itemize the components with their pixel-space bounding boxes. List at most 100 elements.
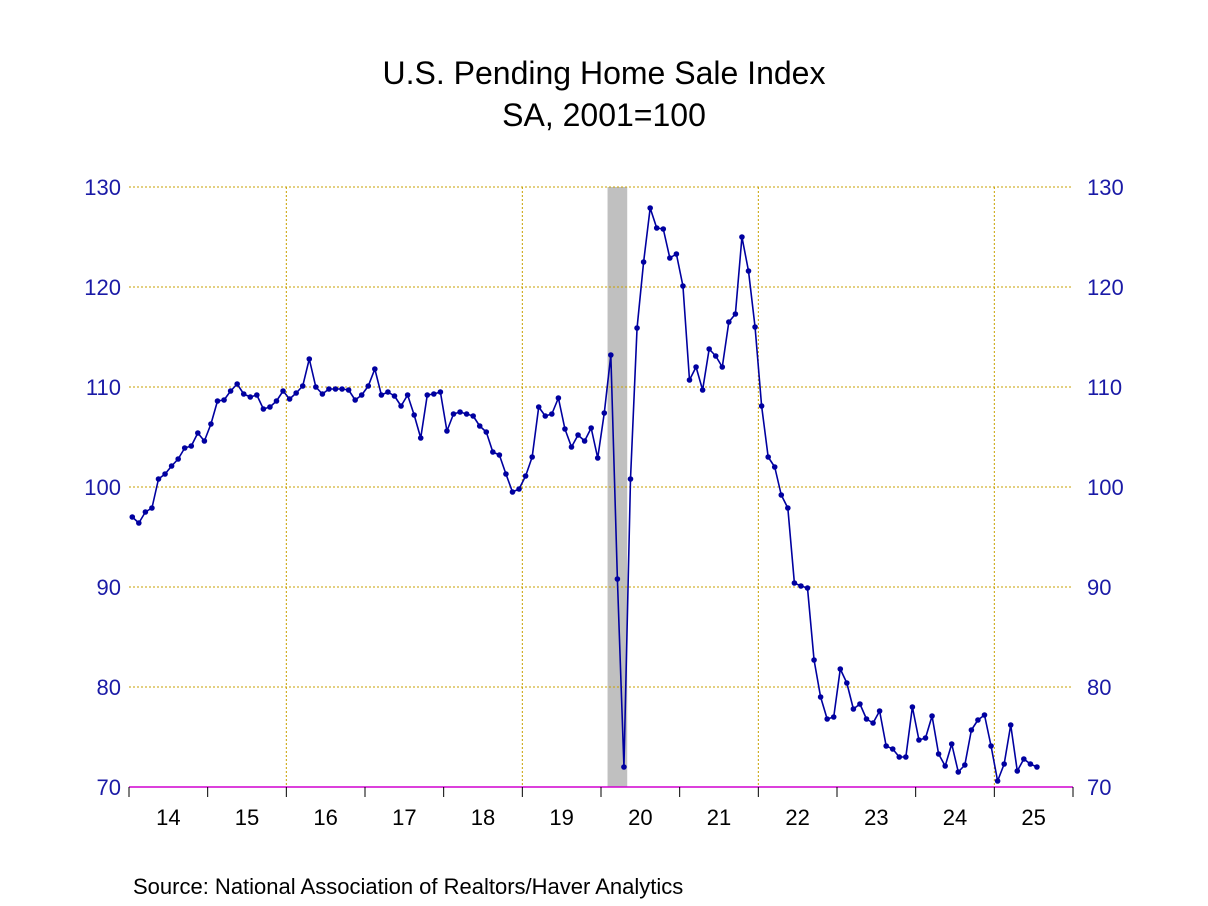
y-tick-label-left: 70 <box>97 775 121 800</box>
data-point <box>332 386 339 392</box>
data-point <box>129 514 136 520</box>
data-point <box>431 391 437 397</box>
x-tick-label: 25 <box>1021 805 1045 830</box>
y-tick-label-right: 80 <box>1087 675 1111 700</box>
data-point <box>168 463 175 469</box>
data-point <box>444 428 450 434</box>
data-point <box>535 404 542 410</box>
data-point <box>273 398 280 404</box>
series-layer <box>129 205 1040 784</box>
data-point <box>542 413 549 419</box>
data-point <box>208 421 214 427</box>
data-point <box>830 714 837 720</box>
data-point <box>608 352 614 358</box>
data-point <box>922 735 929 741</box>
data-point <box>162 471 168 477</box>
data-point <box>811 657 817 663</box>
data-point <box>962 762 968 768</box>
data-point <box>1007 722 1014 728</box>
y-tick-label-left: 100 <box>84 475 121 500</box>
data-point <box>326 386 332 392</box>
axis-layer <box>128 786 1074 797</box>
x-tick-label: 19 <box>549 805 573 830</box>
y-tick-label-left: 120 <box>84 275 121 300</box>
source-note: Source: National Association of Realtors… <box>133 874 683 899</box>
data-point <box>221 397 227 403</box>
y-tick-label-right: 100 <box>1087 475 1124 500</box>
data-point <box>627 476 634 482</box>
data-point <box>267 404 273 410</box>
data-point <box>909 704 916 710</box>
data-point <box>1034 764 1040 770</box>
x-tick-label: 15 <box>235 805 259 830</box>
series-line <box>131 207 1038 782</box>
data-point <box>522 473 529 479</box>
data-point <box>483 429 490 435</box>
data-point <box>883 743 889 749</box>
data-point <box>155 476 162 482</box>
data-point <box>378 392 385 398</box>
x-tick-label: 21 <box>707 805 731 830</box>
data-point <box>424 392 431 398</box>
data-point <box>726 319 732 325</box>
data-point <box>470 413 476 419</box>
y-axis-left-labels: 130 120 110 100 90 80 70 <box>84 175 121 800</box>
data-point <box>293 390 299 396</box>
data-point <box>1021 756 1027 762</box>
data-point <box>581 438 588 444</box>
data-point <box>732 311 739 317</box>
data-point <box>1014 768 1021 774</box>
data-point <box>968 727 975 733</box>
data-point <box>562 426 568 432</box>
data-point <box>391 393 398 399</box>
data-point <box>404 392 411 398</box>
data-point <box>778 492 785 498</box>
data-point <box>306 356 313 362</box>
data-point <box>903 754 909 760</box>
data-point <box>450 411 457 417</box>
x-tick-label: 22 <box>785 805 809 830</box>
data-point <box>640 259 647 265</box>
data-point <box>358 392 365 398</box>
data-point <box>935 751 942 757</box>
grid-layer <box>129 186 1073 787</box>
data-point <box>247 394 254 400</box>
data-point <box>463 411 470 417</box>
data-point <box>286 396 293 402</box>
data-point <box>680 283 686 289</box>
data-point <box>175 456 181 462</box>
data-point <box>994 778 1001 784</box>
data-point <box>837 666 844 672</box>
data-point <box>372 366 378 372</box>
y-tick-label-right: 130 <box>1087 175 1124 200</box>
data-point <box>929 713 935 719</box>
data-point <box>876 708 883 714</box>
y-tick-label-right: 70 <box>1087 775 1111 800</box>
y-tick-label-left: 110 <box>86 375 121 400</box>
data-point <box>490 449 496 455</box>
x-tick-label: 24 <box>943 805 967 830</box>
data-point <box>647 205 653 211</box>
data-point <box>417 435 424 441</box>
data-point <box>149 505 155 511</box>
data-point <box>863 716 870 722</box>
x-tick-label: 18 <box>471 805 495 830</box>
data-point <box>529 454 535 460</box>
data-point <box>896 754 903 760</box>
y-tick-label-left: 130 <box>84 175 121 200</box>
data-point <box>457 409 463 415</box>
data-point <box>844 680 850 686</box>
data-point <box>916 737 922 743</box>
data-point <box>699 387 706 393</box>
x-tick-label: 23 <box>864 805 888 830</box>
data-point <box>942 763 948 769</box>
data-point <box>601 410 608 416</box>
data-point <box>804 585 811 591</box>
data-point <box>948 741 955 747</box>
data-point <box>1027 761 1034 767</box>
y-tick-label-left: 80 <box>97 675 121 700</box>
data-point <box>719 364 726 370</box>
data-point <box>785 505 791 511</box>
data-point <box>660 226 667 232</box>
